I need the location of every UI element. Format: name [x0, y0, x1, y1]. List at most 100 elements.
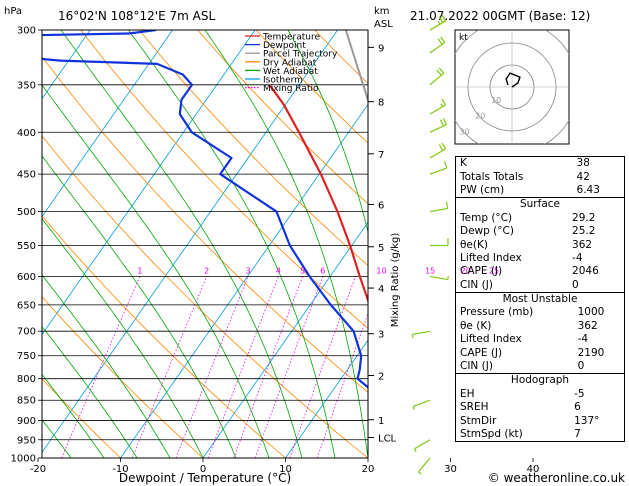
- mixing-ratio-label: 5: [300, 266, 305, 275]
- wet-adiabat-line: [128, 30, 336, 458]
- pressure-tick-label: 650: [17, 300, 36, 311]
- pressure-tick-label: 550: [17, 241, 36, 252]
- stat-row: θe (K) 362: [456, 320, 625, 333]
- pressure-tick-label: 950: [17, 435, 36, 446]
- isotherm-line: [42, 30, 256, 336]
- mixing-ratio-line: [316, 312, 368, 458]
- stat-row: θe(K) 362: [456, 238, 625, 251]
- km-tick-label: 4: [378, 284, 384, 295]
- mixing-ratio-line: [207, 276, 279, 458]
- stats-most-unstable-table: Most Unstable Pressure (mb) 1000 θe (K) 362…: [455, 291, 625, 375]
- pressure-tick-label: 750: [17, 351, 36, 362]
- km-tick-label: 1: [378, 416, 384, 427]
- temperature-tick-label: 10: [279, 464, 292, 475]
- wet-adiabat-line: [42, 373, 105, 458]
- wind-barb-staff: [429, 275, 448, 281]
- stats-panel: K 38 Totals Totals 42 PW (cm) 6.43 Surface Te…: [455, 156, 625, 443]
- datetime-title: 21.07.2022 00GMT (Base: 12): [410, 9, 590, 23]
- mixing-ratio-label: 15: [425, 266, 435, 275]
- wind-barb-flag: [440, 36, 446, 43]
- wind-barb-flag: [413, 448, 417, 453]
- wind-barb-staff: [429, 124, 447, 133]
- hodograph-ring-label: 20: [475, 112, 485, 121]
- stat-value: 362: [577, 319, 598, 332]
- mixing-ratio-labels: 1 2 3 4 5 6 10 15 20 25: [137, 266, 499, 275]
- wind-barb-staff: [429, 20, 446, 31]
- stat-label: θe(K): [460, 238, 488, 251]
- pressure-tick-label: 350: [17, 80, 36, 91]
- wind-barb: [412, 399, 431, 410]
- hodograph-stats-title: Hodograph: [510, 374, 570, 387]
- km-tick-label: LCL: [378, 434, 397, 445]
- dry-adiabat-line: [42, 378, 121, 458]
- wind-barb-flag: [441, 142, 447, 150]
- stat-row: K 38: [456, 157, 625, 171]
- wind-barb-flag: [443, 161, 448, 169]
- stat-label: CIN (J): [460, 278, 493, 291]
- wind-barb: [429, 142, 447, 159]
- pressure-tick-label: 900: [17, 416, 36, 427]
- mixing-ratio-label: 6: [320, 266, 325, 275]
- stat-label: Pressure (mb): [460, 306, 534, 319]
- mixing-ratio-line: [175, 276, 249, 458]
- wind-barb-staff: [429, 42, 446, 54]
- temperature-tick-label: 40: [527, 464, 540, 475]
- mixing-ratio-line: [233, 276, 304, 458]
- wind-barb: [413, 439, 431, 453]
- stat-label: PW (cm): [460, 183, 505, 196]
- isotherm-line: [285, 339, 368, 458]
- isotherm-line: [0, 30, 8, 458]
- wind-barbs: [411, 14, 449, 475]
- stat-value: 0: [572, 278, 579, 291]
- mixing-ratio-label: 1: [137, 266, 142, 275]
- stat-row: EH -5: [456, 388, 625, 401]
- pressure-tick-label: 850: [17, 396, 36, 407]
- stat-label: K: [460, 157, 467, 170]
- km-tick-label: 8: [378, 98, 384, 109]
- pressure-axis: 300 350 400 450 500 550 600 650 700 750 800 850 900 9…: [11, 26, 42, 465]
- profile-lines: [42, 30, 368, 389]
- pressure-tick-label: 400: [17, 128, 36, 139]
- location-title: 16°02'N 108°12'E 7m ASL: [58, 9, 215, 23]
- stat-label: θe (K): [460, 319, 492, 332]
- mixing-ratio-label: 20: [461, 266, 471, 275]
- pressure-tick-label: 700: [17, 327, 36, 338]
- wind-barb: [429, 161, 448, 175]
- wind-barb: [429, 36, 446, 54]
- stat-label: Totals Totals: [460, 170, 524, 183]
- stat-row: StmSpd (kt) 7: [456, 428, 625, 442]
- legend-label: Parcel Trajectory: [263, 50, 338, 60]
- legend-label: Dewpoint: [263, 41, 306, 51]
- dry-adiabat-line: [42, 56, 368, 393]
- legend-label: Mixing Ratio: [263, 84, 319, 94]
- wind-barb-flag: [440, 103, 444, 107]
- stat-row: CIN (J) 0: [456, 360, 625, 374]
- stat-value: 362: [572, 238, 593, 251]
- wind-barb-staff: [417, 457, 431, 473]
- stat-value: 0: [577, 360, 585, 373]
- stat-label: Temp (°C): [460, 211, 513, 224]
- wind-barb-flag: [437, 38, 443, 45]
- asl-label: ASL: [374, 19, 393, 30]
- temperature-tick-label: 0: [200, 464, 206, 475]
- mixing-ratio-axis-title: Mixing Ratio (g/kg): [390, 233, 401, 328]
- isotherm-line: [42, 30, 91, 100]
- surface-title: Surface: [519, 198, 560, 211]
- wind-barb: [429, 98, 447, 115]
- legend-label: Wet Adiabat: [263, 67, 318, 77]
- wind-barb-staff: [412, 330, 431, 335]
- wind-barb-flag: [436, 69, 442, 76]
- stat-value: 25.2: [572, 225, 596, 238]
- temperature-tick-label: 30: [444, 464, 457, 475]
- wind-barb-flag: [447, 275, 449, 280]
- mixing-ratio-label: 4: [276, 266, 281, 275]
- wind-barb: [429, 201, 449, 213]
- wind-barb-flag: [445, 201, 449, 209]
- stat-row: Pressure (mb) 1000: [456, 306, 625, 319]
- wind-barb: [429, 275, 449, 281]
- wind-barb-flag: [439, 119, 444, 127]
